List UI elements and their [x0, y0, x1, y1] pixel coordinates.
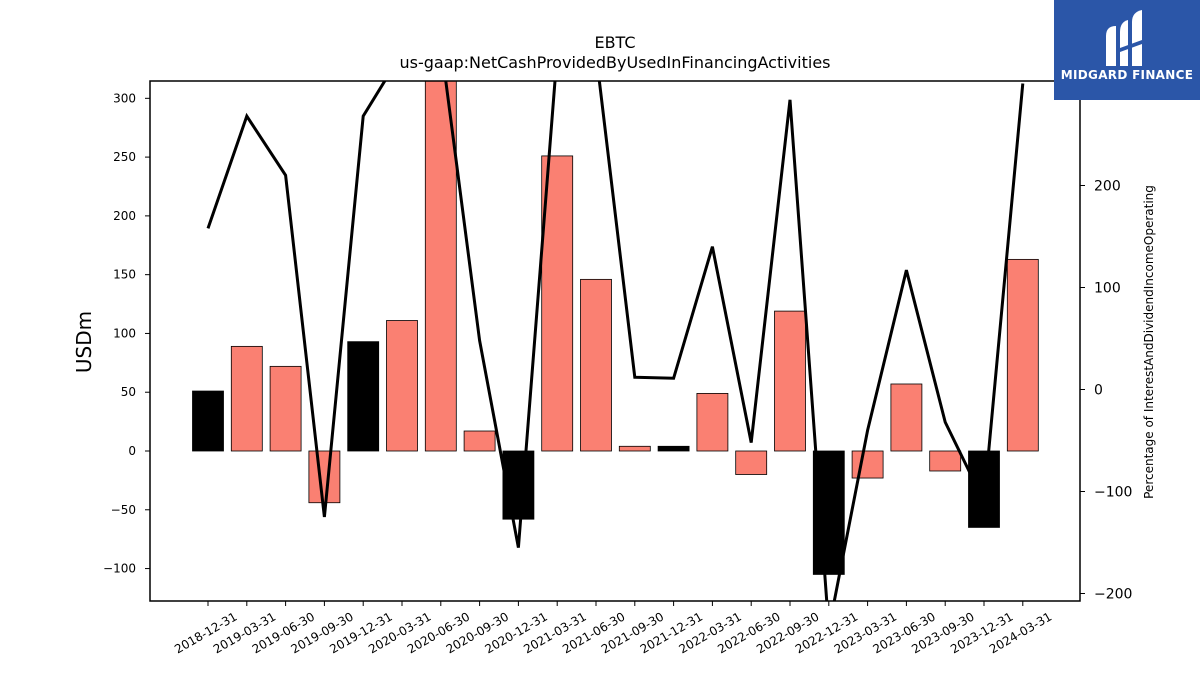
- y-tick-label: −100: [103, 562, 136, 576]
- bar-2022-06-30: [735, 450, 768, 475]
- y2-tick-label: −200: [1094, 587, 1132, 603]
- y-tick-label: 150: [113, 268, 136, 282]
- bar-2021-09-30: [618, 445, 651, 452]
- midgard-logo-icon: [1106, 10, 1142, 66]
- bar-2021-06-30: [580, 278, 612, 452]
- bars-layer: [192, 81, 1039, 575]
- bar-2022-09-30: [774, 310, 806, 452]
- bar-2019-06-30: [269, 365, 302, 452]
- y2-axis-label: Percentage of InterestAndDividendIncomeO…: [1142, 185, 1156, 499]
- bar-2018-12-31: [192, 390, 224, 452]
- bar-2019-03-31: [230, 345, 263, 452]
- bar-2024-03-31: [1006, 258, 1039, 452]
- y2-tick-label: 100: [1094, 281, 1121, 297]
- bar-2022-03-31: [696, 392, 729, 452]
- y-tick-label: 50: [121, 385, 136, 399]
- bar-2019-09-30: [308, 450, 341, 504]
- bar-2020-09-30: [463, 430, 496, 452]
- y-tick-label: 300: [113, 91, 136, 105]
- y-tick-label: 0: [128, 444, 136, 458]
- chart-title: EBTC: [594, 33, 635, 52]
- bar-2021-03-31: [541, 155, 574, 452]
- bar-2020-03-31: [386, 320, 418, 452]
- logo-text: MIDGARD FINANCE: [1060, 68, 1194, 82]
- bar-2020-06-30: [424, 81, 457, 452]
- bar-2023-03-31: [851, 450, 884, 479]
- line-series: [206, 81, 1025, 601]
- y-tick-label: 250: [113, 150, 136, 164]
- y-tick-label: 100: [113, 326, 136, 340]
- y-tick-label: 200: [113, 209, 136, 223]
- y2-tick-label: 0: [1094, 383, 1103, 399]
- chart-subtitle: us-gaap:NetCashProvidedByUsedInFinancing…: [399, 53, 830, 72]
- y-tick-label: −50: [111, 503, 136, 517]
- y2-tick-label: −100: [1094, 485, 1132, 501]
- plot-frame: [149, 80, 1081, 602]
- bar-2023-06-30: [890, 383, 923, 452]
- y-axis-label: USDm: [72, 311, 96, 373]
- bar-2021-12-31: [657, 445, 690, 452]
- y2-tick-label: 200: [1094, 179, 1121, 195]
- bar-2023-09-30: [929, 450, 962, 472]
- bar-2019-12-31: [347, 341, 380, 452]
- brand-logo: MIDGARD FINANCE: [1054, 0, 1200, 100]
- line-layer: [206, 81, 1025, 601]
